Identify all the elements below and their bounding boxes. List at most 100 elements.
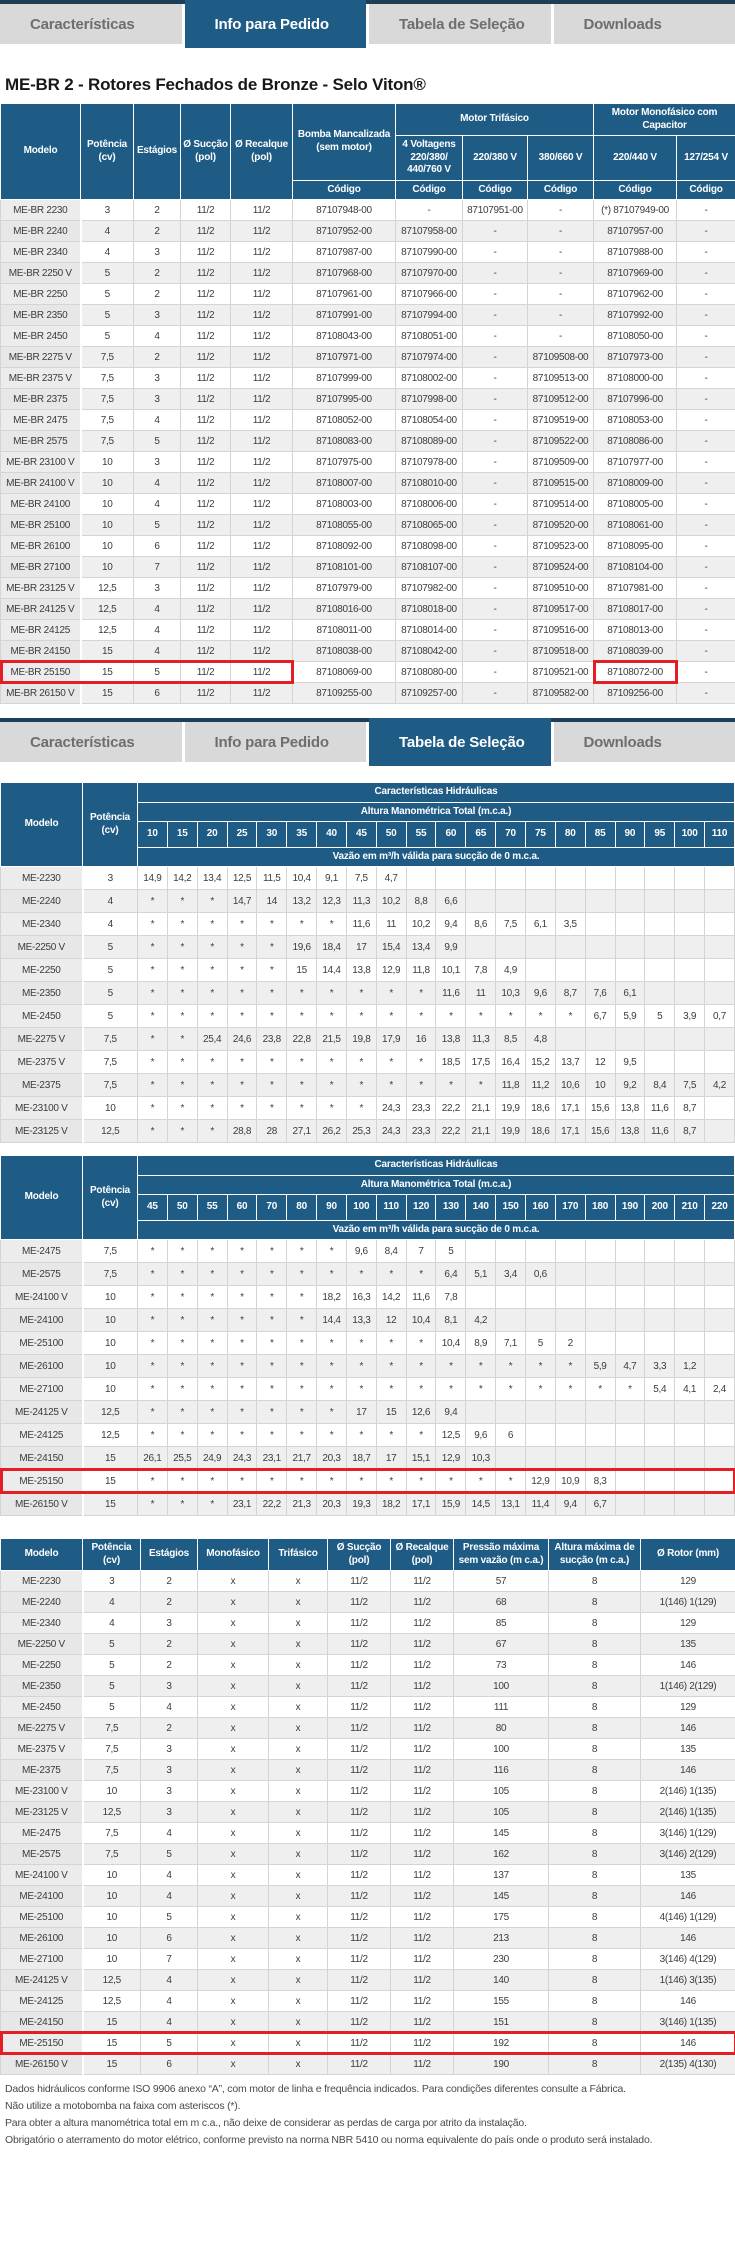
data-cell: 146: [640, 1717, 735, 1739]
flow-label-header: Vazão em m³/h válida para sucção de 0 m.…: [137, 846, 735, 867]
flow-cell: *: [137, 1119, 168, 1143]
flow-cell: [614, 1331, 646, 1355]
head-tick: 75: [524, 821, 556, 848]
flow-cell: 15,4: [375, 935, 407, 959]
data-cell: 3: [140, 1780, 198, 1802]
flow-cell: 17,9: [375, 1027, 407, 1051]
data-cell: 5: [80, 283, 134, 305]
flow-cell: [465, 1285, 497, 1309]
flow-cell: 21,7: [286, 1446, 318, 1470]
model-cell: ME-BR 2475: [0, 409, 82, 431]
data-cell: -: [462, 640, 528, 662]
flow-cell: [614, 866, 646, 890]
flow-cell: 17: [345, 935, 377, 959]
power-cell: 5: [82, 981, 138, 1005]
flow-cell: *: [226, 1096, 258, 1120]
column-header: Ø Rotor (mm): [640, 1538, 735, 1571]
data-cell: 87109519-00: [526, 409, 595, 431]
flow-cell: [614, 1027, 646, 1051]
data-cell: 87109582-00: [526, 682, 595, 704]
data-cell: 5: [82, 1633, 141, 1655]
col-header-codigo: Código: [292, 179, 396, 200]
flow-cell: 11,6: [644, 1096, 676, 1120]
data-cell: 11/2: [230, 472, 293, 494]
flow-cell: *: [226, 1423, 258, 1447]
column-header: Estágios: [140, 1538, 198, 1571]
data-cell: 7,5: [82, 1822, 141, 1844]
head-tick: 30: [256, 821, 288, 848]
flow-cell: [644, 935, 676, 959]
data-cell: 7,5: [80, 409, 134, 431]
col-header-recalque: Ø Recalque (pol): [230, 103, 293, 200]
tab-downloads[interactable]: Downloads: [553, 4, 735, 44]
model-cell: ME-BR 2375 V: [0, 367, 82, 389]
data-cell: -: [462, 262, 528, 284]
data-cell: -: [462, 325, 528, 347]
flow-cell: [614, 1262, 646, 1286]
data-cell: 10: [80, 535, 134, 557]
flow-cell: [704, 1050, 735, 1074]
flow-cell: 18,4: [316, 935, 347, 959]
data-cell: x: [268, 1591, 328, 1613]
tab-tabela-de-selecao[interactable]: Tabela de Seleção: [369, 718, 551, 766]
data-cell: x: [197, 1570, 269, 1592]
col-header-succao: Ø Sucção (pol): [180, 103, 231, 200]
flow-label-header: Vazão em m³/h válida para sucção de 0 m.…: [137, 1219, 735, 1240]
flow-cell: [644, 1400, 676, 1424]
data-cell: 4: [140, 2011, 198, 2033]
data-cell: 87107982-00: [395, 577, 463, 599]
data-cell: 8: [548, 1738, 641, 1760]
data-cell: 4(146) 1(129): [640, 1906, 735, 1928]
flow-cell: *: [196, 1423, 228, 1447]
flow-cell: *: [405, 1354, 437, 1378]
data-cell: 87107962-00: [593, 283, 678, 305]
tab-caracteristicas[interactable]: Características: [0, 4, 182, 44]
selection-table-row: ME-26100 10 * * * * * * * * * * * * * * * 5,9 4,7 3,3 1,2: [0, 1354, 735, 1378]
tab-tabela-de-selecao[interactable]: Tabela de Seleção: [369, 4, 551, 44]
flow-cell: [644, 1239, 676, 1263]
col-header-codigo: Código: [676, 179, 735, 200]
flow-cell: 13,2: [286, 889, 318, 913]
data-cell: 11/2: [230, 514, 293, 536]
flow-cell: 15,2: [524, 1050, 556, 1074]
data-cell: 11/2: [180, 220, 231, 242]
order-table-row: ME-BR 24100 V 10 4 11/2 11/2 87108007-00 87108…: [0, 472, 735, 494]
col-header-potencia: Potência (cv): [80, 103, 134, 200]
tab-downloads[interactable]: Downloads: [553, 722, 735, 762]
data-cell: 8: [548, 1780, 641, 1802]
model-cell: ME-2375: [0, 1759, 84, 1781]
data-cell: 15: [80, 661, 134, 683]
data-cell: 151: [453, 2011, 549, 2033]
data-cell: 105: [453, 1780, 549, 1802]
data-cell: -: [526, 220, 595, 242]
data-cell: 87108050-00: [593, 325, 678, 347]
flow-cell: 19,9: [495, 1119, 526, 1143]
specs-table-row: ME-24150 15 4 x x 11/2 11/2 151 8 3(146) 1(135): [0, 2011, 735, 2033]
data-cell: -: [676, 682, 735, 704]
model-cell: ME-BR 2375: [0, 388, 82, 410]
flow-cell: 4,7: [614, 1354, 646, 1378]
head-tick: 70: [495, 821, 526, 848]
tab-caracteristicas[interactable]: Características: [0, 722, 182, 762]
data-cell: 5: [133, 514, 181, 536]
data-cell: 11/2: [390, 1633, 454, 1655]
data-cell: 11/2: [180, 346, 231, 368]
flow-cell: [465, 889, 497, 913]
flow-cell: 8,4: [375, 1239, 407, 1263]
data-cell: -: [462, 241, 528, 263]
tab-info-para-pedido[interactable]: Info para Pedido: [184, 0, 366, 48]
data-cell: 137: [453, 1864, 549, 1886]
data-cell: 11/2: [230, 556, 293, 578]
flow-cell: 23,1: [256, 1446, 288, 1470]
flow-cell: [584, 1308, 616, 1332]
flow-cell: [644, 958, 676, 982]
flow-cell: *: [196, 1331, 228, 1355]
data-cell: 4: [80, 241, 134, 263]
tab-info-para-pedido[interactable]: Info para Pedido: [184, 722, 366, 762]
flow-cell: *: [465, 1469, 497, 1493]
col-header-estagios: Estágios: [133, 103, 181, 200]
selection-table-row: ME-2375 V 7,5 * * * * * * * * * * 18,5 17,5 16,4 15,2 13…: [0, 1050, 735, 1074]
flow-cell: *: [256, 935, 288, 959]
head-tick: 20: [196, 821, 228, 848]
data-cell: 87109257-00: [395, 682, 463, 704]
